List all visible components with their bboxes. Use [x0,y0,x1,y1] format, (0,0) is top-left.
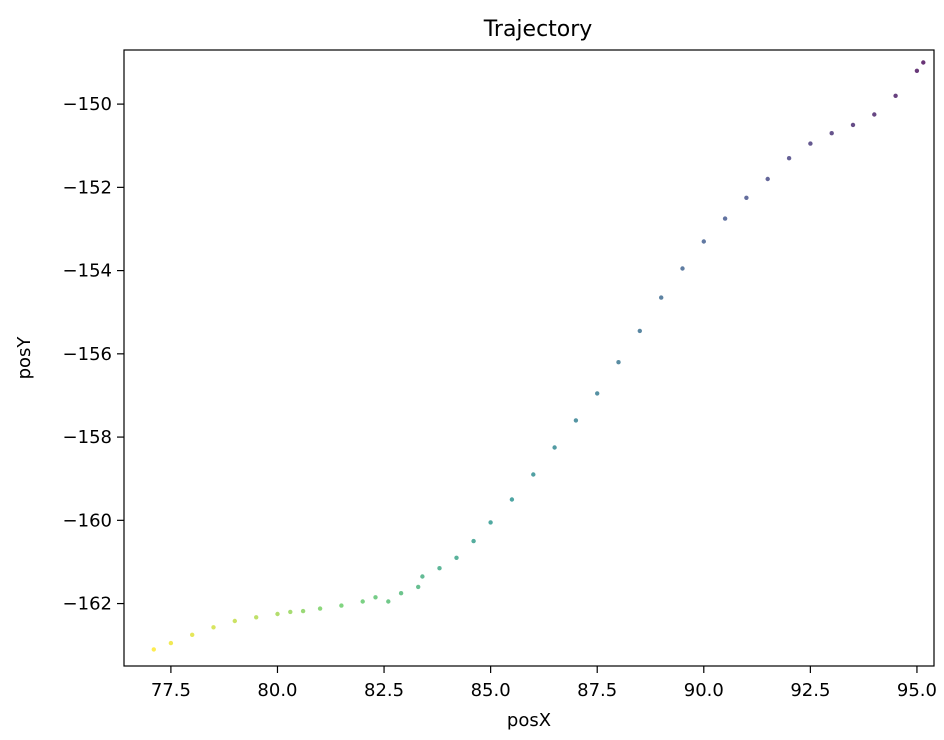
y-tick-label: −158 [63,427,112,448]
trajectory-point [829,131,834,136]
trajectory-point [168,640,174,646]
trajectory-point [552,445,557,450]
trajectory-point [893,93,898,99]
x-tick-label: 82.5 [364,680,404,701]
trajectory-point [288,609,293,615]
trajectory-point [744,195,749,200]
trajectory-point [659,295,664,300]
trajectory-point [850,122,856,128]
trajectory-point [573,418,579,423]
trajectory-point [786,156,792,161]
trajectory-point [360,599,365,604]
trajectory-point [595,391,600,396]
x-axis-label: posX [507,710,551,731]
trajectory-point [872,112,877,117]
y-axis-label: posY [14,336,35,380]
y-tick-label: −154 [63,261,112,282]
trajectory-point [275,611,280,617]
trajectory-point [531,472,536,477]
x-tick-label: 87.5 [577,680,617,701]
trajectory-point [300,608,306,614]
plot-area [151,60,926,652]
x-tick-label: 77.5 [151,680,191,701]
trajectory-point [616,360,621,365]
trajectory-point [637,328,642,334]
trajectory-point [420,574,425,579]
x-tick-label: 85.0 [471,680,511,701]
x-tick-label: 95.0 [897,680,937,701]
trajectory-point [488,520,493,525]
trajectory-point [398,591,404,596]
trajectory-point [211,625,216,630]
trajectory-point [317,606,323,611]
trajectory-point [373,595,378,600]
x-axis: 77.5 80.0 82.5 85.0 87.5 90.0 92.5 95.0 [151,666,937,701]
x-tick-label: 80.0 [257,680,297,701]
trajectory-point [254,615,259,620]
trajectory-point [454,555,459,560]
trajectory-point [509,497,515,502]
y-axis: −150 −152 −154 −156 −158 −160 −162 [63,94,124,615]
x-tick-label: 90.0 [684,680,724,701]
y-tick-label: −156 [63,344,112,365]
trajectory-point [232,618,237,624]
trajectory-point [765,176,770,182]
trajectory-point [680,266,685,271]
trajectory-point [190,632,195,637]
trajectory-point [701,239,706,244]
x-tick-label: 92.5 [790,680,830,701]
trajectory-point [914,68,920,74]
trajectory-point [808,141,813,146]
axes-frame [123,49,935,667]
chart-title: Trajectory [483,17,593,42]
trajectory-point [416,584,421,590]
trajectory-point [722,216,728,221]
trajectory-point [339,603,344,608]
trajectory-point [471,538,476,544]
y-tick-label: −150 [63,94,112,115]
y-tick-label: −160 [63,510,112,531]
trajectory-point [151,647,156,652]
y-tick-label: −152 [63,177,112,198]
y-tick-label: −162 [63,594,112,615]
trajectory-point [921,60,926,65]
trajectory-point [437,566,442,571]
trajectory-point [386,599,391,604]
